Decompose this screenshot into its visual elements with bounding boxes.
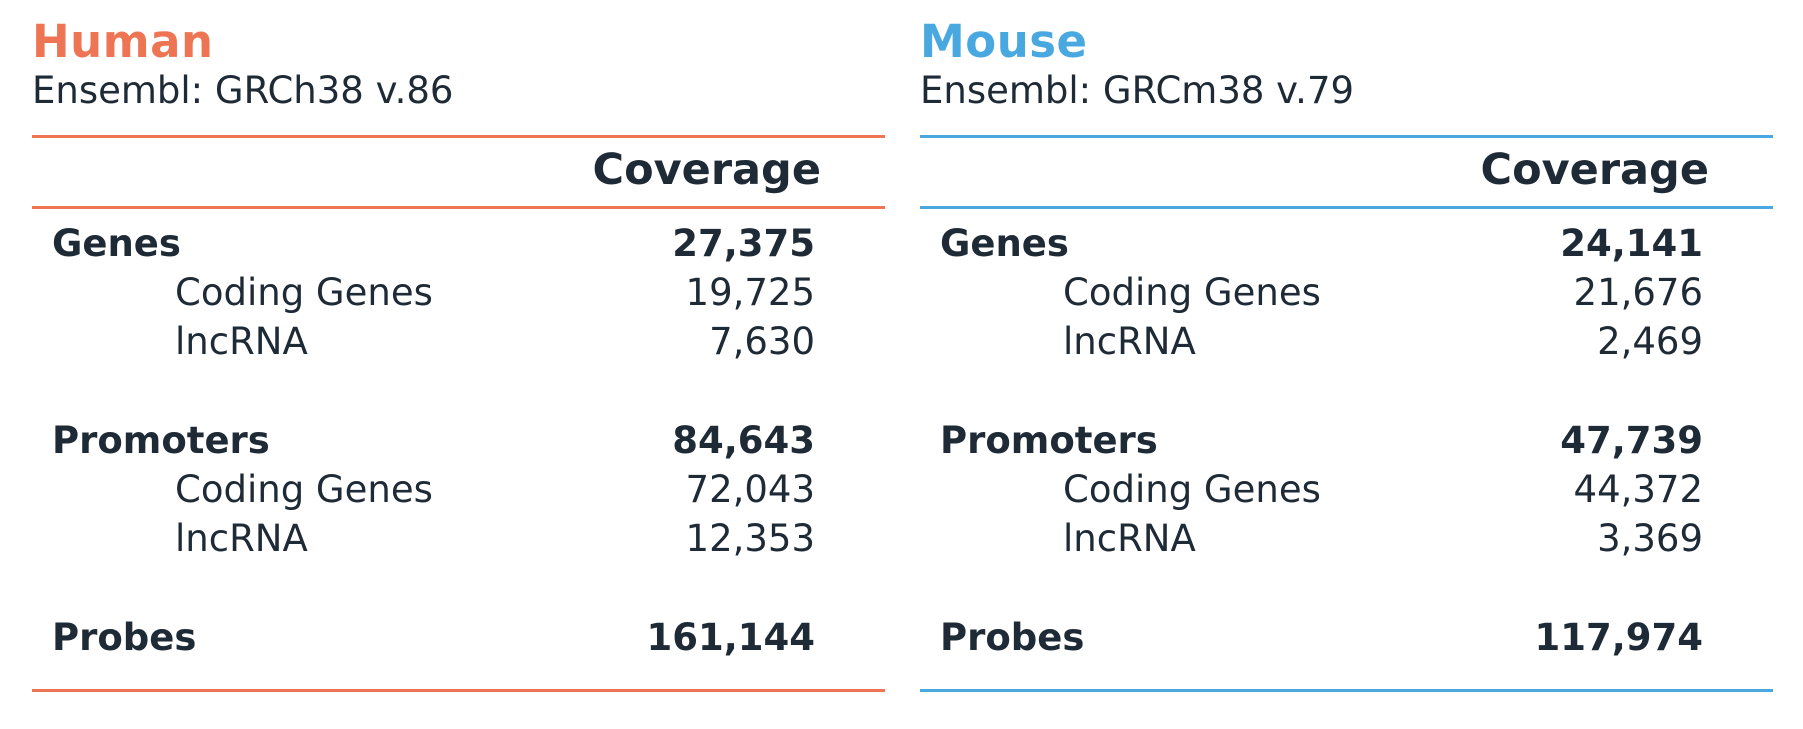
row-value: 47,739: [1560, 419, 1703, 462]
row-value: 3,369: [1597, 517, 1703, 560]
row-value: 7,630: [709, 320, 815, 363]
row-label: Coding Genes: [175, 468, 433, 511]
table-row-genes-lncrna: lncRNA 7,630: [52, 317, 855, 367]
table-row-genes: Genes 27,375: [52, 219, 855, 269]
table-row-probes: Probes 161,144: [52, 613, 855, 663]
row-label: Coding Genes: [1063, 271, 1321, 314]
table-row-promoters: Promoters 47,739: [940, 416, 1743, 466]
row-label: lncRNA: [175, 320, 308, 363]
row-value: 44,372: [1573, 468, 1703, 511]
header-divider: [32, 206, 885, 209]
row-value: 24,141: [1560, 222, 1703, 265]
row-label: Promoters: [940, 419, 1158, 462]
row-label: Promoters: [52, 419, 270, 462]
species-title: Human: [32, 15, 214, 68]
assembly-version: Ensembl: GRCm38 v.79: [920, 69, 1355, 112]
bottom-divider: [920, 689, 1773, 692]
header-divider: [920, 206, 1773, 209]
row-value: 117,974: [1534, 616, 1703, 659]
row-label: lncRNA: [1063, 320, 1196, 363]
table-row-genes-lncrna: lncRNA 2,469: [940, 317, 1743, 367]
row-label: lncRNA: [175, 517, 308, 560]
table-row-promoters: Promoters 84,643: [52, 416, 855, 466]
row-value: 84,643: [672, 419, 815, 462]
row-label: Probes: [940, 616, 1085, 659]
table-row-promoters-lncrna: lncRNA 12,353: [52, 514, 855, 564]
row-value: 2,469: [1597, 320, 1703, 363]
top-divider: [32, 135, 885, 138]
table-row-probes: Probes 117,974: [940, 613, 1743, 663]
table-row-promoters-coding: Coding Genes 44,372: [940, 465, 1743, 515]
table-row-genes: Genes 24,141: [940, 219, 1743, 269]
row-label: Genes: [52, 222, 181, 265]
coverage-column-header: Coverage: [1480, 145, 1709, 195]
table-row-genes-coding: Coding Genes 21,676: [940, 268, 1743, 318]
row-label: Genes: [940, 222, 1069, 265]
row-value: 19,725: [685, 271, 815, 314]
row-label: Probes: [52, 616, 197, 659]
row-label: lncRNA: [1063, 517, 1196, 560]
bottom-divider: [32, 689, 885, 692]
table-row-promoters-coding: Coding Genes 72,043: [52, 465, 855, 515]
row-value: 12,353: [685, 517, 815, 560]
top-divider: [920, 135, 1773, 138]
table-row-promoters-lncrna: lncRNA 3,369: [940, 514, 1743, 564]
row-value: 21,676: [1573, 271, 1703, 314]
row-value: 27,375: [672, 222, 815, 265]
row-label: Coding Genes: [175, 271, 433, 314]
row-label: Coding Genes: [1063, 468, 1321, 511]
species-title: Mouse: [920, 15, 1088, 68]
row-value: 161,144: [646, 616, 815, 659]
coverage-column-header: Coverage: [592, 145, 821, 195]
table-row-genes-coding: Coding Genes 19,725: [52, 268, 855, 318]
row-value: 72,043: [685, 468, 815, 511]
assembly-version: Ensembl: GRCh38 v.86: [32, 69, 454, 112]
